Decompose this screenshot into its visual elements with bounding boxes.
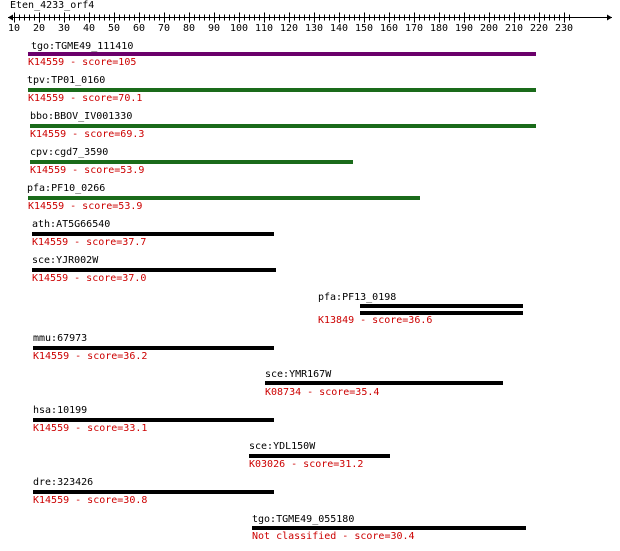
ruler-tick-label: 110 [255, 23, 273, 34]
hit-gene-link[interactable]: sce:YJR002W [32, 255, 99, 266]
ruler-tick-label: 70 [158, 23, 170, 34]
ruler-tick-label: 10 [8, 23, 20, 34]
hit-gene-link[interactable]: cpv:cgd7_3590 [30, 147, 109, 158]
alignment-bar[interactable] [360, 304, 523, 308]
alignment-bar[interactable] [265, 381, 503, 385]
ruler-tick-label: 100 [230, 23, 248, 34]
hit-score-label: K14559 - score=53.9 [30, 165, 145, 176]
hit-gene-link[interactable]: pfa:PF13_0198 [318, 292, 397, 303]
ruler-right-arrow [607, 14, 612, 21]
hit-score-label: K14559 - score=69.3 [30, 129, 145, 140]
ruler-tick-label: 150 [355, 23, 373, 34]
query-title: Eten_4233_orf4 [10, 0, 95, 11]
hit-score-label: K14559 - score=33.1 [33, 423, 148, 434]
hit-score-label: K08734 - score=35.4 [265, 387, 380, 398]
hit-score-label: K14559 - score=105 [28, 57, 137, 68]
ruler-tick-label: 130 [305, 23, 323, 34]
alignment-bar[interactable] [32, 268, 276, 272]
hit-gene-link[interactable]: sce:YDL150W [249, 441, 316, 452]
hit-gene-link[interactable]: ath:AT5G66540 [32, 219, 111, 230]
position-ruler: 10 20 30 40 50 60 70 80 90 100 110 120 130 140 150 160 1… [8, 12, 612, 34]
ruler-tick-label: 90 [208, 23, 220, 34]
ruler-tick-label: 170 [405, 23, 423, 34]
hit-score-label: K14559 - score=30.8 [33, 495, 148, 506]
alignment-bar[interactable] [28, 196, 420, 200]
ruler-tick-label: 20 [33, 23, 45, 34]
hit-gene-link[interactable]: bbo:BBOV_IV001330 [30, 111, 133, 122]
hit-score-label: K13849 - score=36.6 [318, 315, 433, 326]
alignment-bar[interactable] [28, 52, 536, 56]
alignment-bar[interactable] [33, 418, 274, 422]
alignment-bar[interactable] [28, 88, 536, 92]
hit-gene-link[interactable]: mmu:67973 [33, 333, 88, 344]
hit-score-label: K14559 - score=36.2 [33, 351, 148, 362]
hit-score-label: K03026 - score=31.2 [249, 459, 364, 470]
alignment-bar[interactable] [30, 160, 353, 164]
ruler-tick-label: 160 [380, 23, 398, 34]
alignment-bar[interactable] [33, 490, 274, 494]
ruler-tick-label: 210 [505, 23, 523, 34]
ruler-left-arrow [8, 14, 13, 21]
alignment-bar[interactable] [249, 454, 390, 458]
ruler-tick-label: 30 [58, 23, 70, 34]
ruler-tick-label: 140 [330, 23, 348, 34]
ruler-tick-label: 220 [530, 23, 548, 34]
ruler-tick-label: 120 [280, 23, 298, 34]
hit-score-label: K14559 - score=70.1 [28, 93, 143, 104]
ruler-tick-label: 60 [133, 23, 145, 34]
alignment-bar[interactable] [33, 346, 274, 350]
ruler-tick-label: 40 [83, 23, 95, 34]
hit-gene-link[interactable]: dre:323426 [33, 477, 94, 488]
ruler-tick-label: 230 [555, 23, 573, 34]
alignment-bar[interactable] [30, 124, 536, 128]
alignment-bar[interactable] [32, 232, 274, 236]
hit-gene-link[interactable]: pfa:PF10_0266 [27, 183, 106, 194]
ruler-tick-label: 80 [183, 23, 195, 34]
hit-gene-link[interactable]: hsa:10199 [33, 405, 88, 416]
alignment-bar-secondary[interactable] [360, 311, 523, 315]
hit-score-label: Not classified - score=30.4 [252, 531, 415, 542]
hit-score-label: K14559 - score=37.7 [32, 237, 147, 248]
hit-gene-link[interactable]: tgo:TGME49_111410 [31, 41, 134, 52]
alignment-bar[interactable] [252, 526, 526, 530]
ruler-tick-label: 180 [430, 23, 448, 34]
hit-gene-link[interactable]: tgo:TGME49_055180 [252, 514, 355, 525]
ruler-tick-label: 200 [480, 23, 498, 34]
hit-gene-link[interactable]: sce:YMR167W [265, 369, 332, 380]
hit-gene-link[interactable]: tpv:TP01_0160 [27, 75, 106, 86]
ruler-tick-label: 190 [455, 23, 473, 34]
hit-score-label: K14559 - score=53.9 [28, 201, 143, 212]
hit-score-label: K14559 - score=37.0 [32, 273, 147, 284]
ruler-tick-label: 50 [108, 23, 120, 34]
